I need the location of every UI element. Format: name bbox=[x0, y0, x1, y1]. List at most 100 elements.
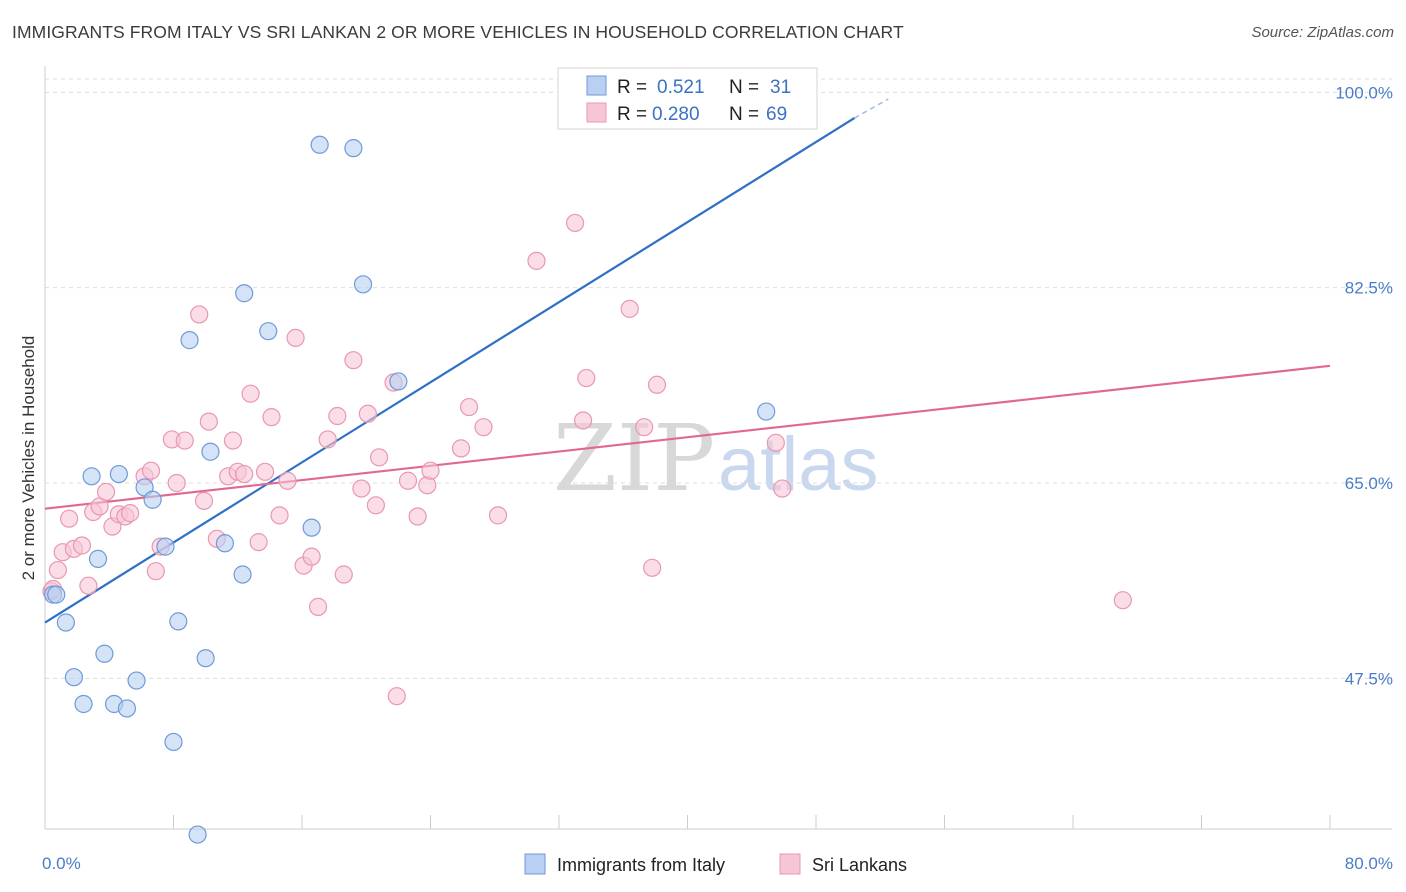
y-axis-label: 2 or more Vehicles in Household bbox=[19, 336, 38, 581]
point-italy bbox=[74, 694, 93, 714]
point-srilanka bbox=[474, 418, 493, 437]
point-italy bbox=[88, 549, 108, 568]
y-tick-label: 82.5% bbox=[1345, 279, 1393, 298]
data-points bbox=[42, 135, 1132, 844]
point-srilanka bbox=[199, 412, 218, 431]
point-srilanka bbox=[451, 439, 471, 458]
point-srilanka bbox=[79, 576, 98, 595]
point-srilanka bbox=[773, 479, 792, 498]
point-srilanka bbox=[167, 473, 186, 493]
point-srilanka bbox=[647, 375, 667, 394]
point-srilanka bbox=[59, 509, 79, 528]
legend-n-label-srilanka: N = bbox=[729, 104, 759, 125]
y-tick-label: 47.5% bbox=[1345, 669, 1393, 688]
point-italy bbox=[180, 331, 199, 350]
legend-swatch-italy bbox=[586, 75, 607, 96]
legend-r-label-italy: R = bbox=[617, 77, 647, 98]
point-srilanka bbox=[241, 384, 260, 403]
point-italy bbox=[302, 518, 321, 537]
axes bbox=[44, 66, 1392, 830]
y-tick-label: 65.0% bbox=[1345, 474, 1393, 493]
legend-swatch-srilanka bbox=[586, 102, 607, 123]
point-srilanka bbox=[255, 462, 275, 481]
series-legend: Immigrants from Italy Sri Lankans bbox=[524, 853, 907, 875]
point-italy bbox=[82, 467, 101, 486]
point-italy bbox=[143, 490, 162, 509]
point-srilanka bbox=[96, 482, 116, 502]
point-italy bbox=[56, 613, 75, 632]
point-srilanka bbox=[358, 404, 377, 423]
point-srilanka bbox=[146, 562, 165, 581]
point-italy bbox=[127, 671, 146, 690]
point-srilanka bbox=[328, 406, 347, 426]
bottom-legend-swatch-italy bbox=[524, 853, 546, 875]
point-srilanka bbox=[459, 397, 479, 417]
legend-r-label-srilanka: R = bbox=[617, 104, 647, 125]
point-srilanka bbox=[488, 506, 508, 525]
point-srilanka bbox=[308, 597, 328, 616]
point-srilanka bbox=[302, 547, 321, 566]
point-srilanka bbox=[190, 305, 209, 324]
point-srilanka bbox=[635, 418, 654, 437]
point-italy bbox=[344, 139, 363, 158]
point-italy bbox=[164, 732, 183, 752]
point-srilanka bbox=[620, 299, 639, 318]
point-srilanka bbox=[366, 496, 385, 515]
tick-labels: 47.5% 65.0% 82.5% 100.0% 0.0% 80.0% bbox=[42, 83, 1393, 873]
point-italy bbox=[233, 565, 252, 584]
point-italy bbox=[353, 275, 373, 294]
point-italy bbox=[47, 585, 66, 604]
point-srilanka bbox=[766, 433, 785, 452]
point-italy bbox=[757, 402, 776, 421]
point-srilanka bbox=[141, 461, 161, 480]
legend-n-label-italy: N = bbox=[729, 77, 759, 98]
point-srilanka bbox=[270, 506, 289, 525]
chart-title: IMMIGRANTS FROM ITALY VS SRI LANKAN 2 OR… bbox=[12, 22, 904, 42]
point-srilanka bbox=[577, 368, 596, 388]
point-srilanka bbox=[235, 464, 254, 484]
legend-r-value-italy: 0.521 bbox=[657, 77, 705, 98]
source-label: Source: ZipAtlas.com bbox=[1251, 24, 1394, 41]
point-srilanka bbox=[421, 461, 440, 480]
x-tick-label: 0.0% bbox=[42, 854, 81, 873]
watermark: ZIP atlas bbox=[553, 405, 879, 512]
point-italy bbox=[235, 284, 254, 303]
point-srilanka bbox=[121, 504, 140, 523]
point-srilanka bbox=[175, 431, 194, 450]
point-srilanka bbox=[643, 558, 662, 577]
point-srilanka bbox=[398, 471, 418, 490]
point-italy bbox=[188, 825, 207, 844]
trendline-italy-extension bbox=[854, 98, 889, 119]
point-srilanka bbox=[565, 213, 585, 233]
point-srilanka bbox=[249, 533, 268, 552]
point-italy bbox=[117, 699, 137, 718]
point-srilanka bbox=[262, 408, 281, 427]
point-srilanka bbox=[318, 430, 337, 449]
point-italy bbox=[64, 668, 84, 687]
gridlines bbox=[45, 78, 1392, 679]
legend-n-value-italy: 31 bbox=[770, 77, 791, 98]
trendline-srilanka bbox=[44, 364, 1331, 510]
point-srilanka bbox=[387, 687, 406, 706]
trendline-italy bbox=[44, 117, 856, 624]
point-italy bbox=[156, 537, 175, 556]
point-srilanka bbox=[352, 479, 371, 498]
point-srilanka bbox=[573, 411, 593, 430]
point-srilanka bbox=[223, 431, 243, 450]
point-srilanka bbox=[72, 536, 92, 555]
bottom-legend-label-srilanka: Sri Lankans bbox=[812, 855, 907, 875]
point-italy bbox=[169, 612, 188, 631]
watermark-atlas: atlas bbox=[718, 422, 879, 507]
point-srilanka bbox=[286, 328, 305, 347]
legend-n-value-srilanka: 69 bbox=[766, 104, 787, 125]
trendlines bbox=[44, 98, 1331, 624]
point-srilanka bbox=[1113, 591, 1132, 610]
y-tick-label: 100.0% bbox=[1335, 83, 1393, 102]
bottom-legend-swatch-srilanka bbox=[779, 853, 801, 875]
point-italy bbox=[215, 534, 234, 553]
point-italy bbox=[109, 464, 128, 484]
point-srilanka bbox=[194, 491, 214, 510]
point-italy bbox=[259, 322, 278, 341]
point-srilanka bbox=[278, 471, 297, 490]
